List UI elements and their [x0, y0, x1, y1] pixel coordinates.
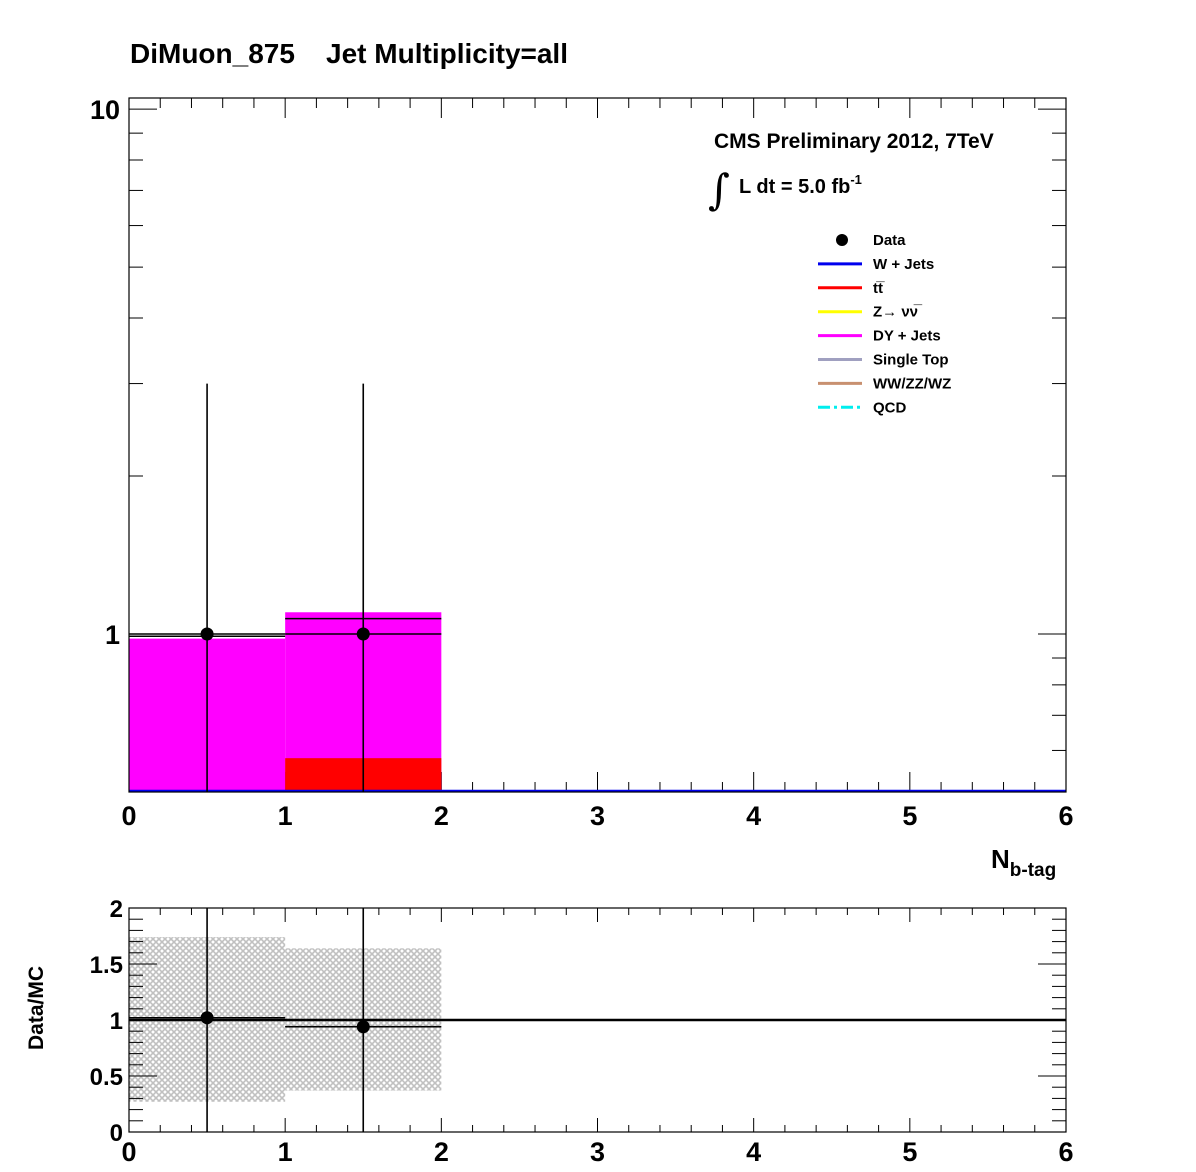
legend-label: W + Jets: [873, 256, 934, 273]
ratio-y-tick-label: 2: [110, 896, 123, 923]
ratio-y-tick-label: 0: [110, 1120, 123, 1147]
ratio-y-tick-label: 1.5: [90, 952, 123, 979]
chart-title: DiMuon_875 Jet Multiplicity=all: [130, 38, 568, 69]
ratio-x-tick-label: 6: [1058, 1137, 1073, 1167]
ratio-x-tick-label: 2: [434, 1137, 449, 1167]
ratio-data-points: [129, 908, 442, 1132]
ratio-y-tick-label: 0.5: [90, 1064, 123, 1091]
ratio-point: [200, 1011, 214, 1025]
main-plot: 0 1 2 3 4 5 6 1 10: [90, 95, 1074, 831]
legend-label: QCD: [873, 399, 907, 416]
x-axis-label-main: N: [991, 844, 1010, 874]
y-tick-label: 10: [90, 95, 120, 125]
legend-marker: [836, 234, 848, 246]
x-tick-label: 2: [434, 801, 449, 831]
x-tick-label: 4: [746, 801, 761, 831]
data-point: [356, 627, 370, 641]
lumi-value: L dt = 5.0 fb: [739, 176, 850, 198]
integral-symbol: ∫: [708, 165, 730, 214]
ratio-x-tick-label: 0: [121, 1137, 136, 1167]
y-tick-label: 1: [105, 620, 120, 650]
legend-label: Z→ νν̅: [873, 304, 923, 321]
legend-label: DY + Jets: [873, 328, 941, 345]
ratio-frame: [128, 907, 1067, 1133]
x-tick-label: 3: [590, 801, 605, 831]
ratio-y-axis-label: Data/MC: [25, 966, 48, 1050]
x-tick-label: 1: [278, 801, 293, 831]
ratio-uncertainty-band: [129, 937, 1066, 1102]
ratio-point: [356, 1020, 370, 1034]
ratio-x-tick-label: 5: [902, 1137, 917, 1167]
x-tick-label: 6: [1058, 801, 1073, 831]
x-tick-label: 0: [121, 801, 136, 831]
legend-label: Data: [873, 232, 906, 249]
main-frame: [128, 97, 1067, 793]
ratio-y-tick-label: 1: [110, 1008, 123, 1035]
legend: Data W + Jets tt̅ Z→ νν̅ DY + Jets Single Top…: [818, 232, 951, 416]
main-data-points: [129, 383, 442, 792]
cms-label: CMS Preliminary 2012, 7TeV: [714, 130, 994, 153]
main-stack: [129, 612, 1066, 793]
main-tick-labels: 0 1 2 3 4 5 6 1 10: [90, 95, 1074, 831]
x-axis-label-sub: b-tag: [1010, 860, 1056, 881]
ratio-x-tick-label: 3: [590, 1137, 605, 1167]
ratio-plot: 0 1 2 3 4 5 6 0 0.5 1 1.5 2: [90, 896, 1074, 1167]
ratio-x-tick-label: 4: [746, 1137, 761, 1167]
data-point: [200, 627, 214, 641]
lumi-exponent: -1: [850, 172, 862, 187]
x-axis-label: Nb-tag: [991, 844, 1056, 881]
lumi-text: L dt = 5.0 fb-1: [739, 172, 862, 198]
ratio-tick-labels: 0 1 2 3 4 5 6 0 0.5 1 1.5 2: [90, 896, 1074, 1167]
ratio-x-tick-label: 1: [278, 1137, 293, 1167]
x-tick-label: 5: [902, 801, 917, 831]
legend-label: Single Top: [873, 352, 949, 369]
legend-label: WW/ZZ/WZ: [873, 375, 951, 392]
legend-label: tt̅: [873, 280, 885, 297]
